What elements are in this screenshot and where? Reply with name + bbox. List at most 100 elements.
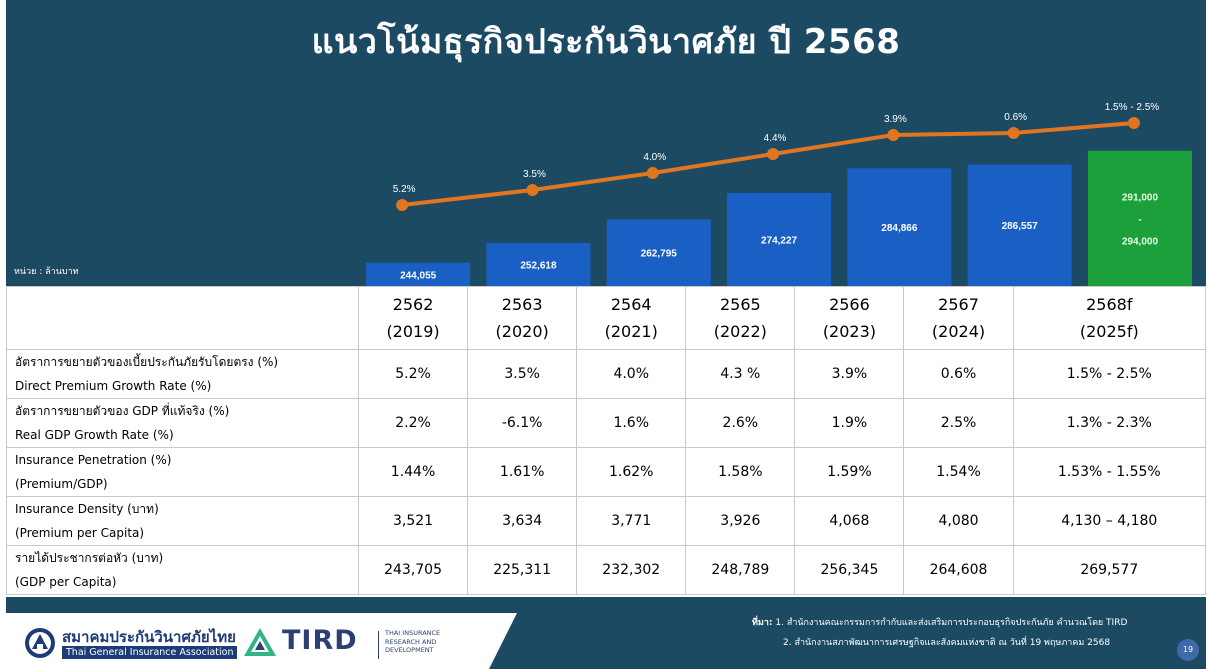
year-thai: 2562 xyxy=(392,295,434,314)
tird-name: TIRD xyxy=(282,625,358,656)
year-thai: 2566 xyxy=(829,295,870,314)
premium-chart: 244,055 252,618 262,795 274,227 284,866 286,5… xyxy=(366,102,1192,286)
row-label-thai: Insurance Density (บาท) xyxy=(15,502,159,516)
table-cell: 4.0% xyxy=(576,349,687,399)
table-row: อัตราการขยายตัวของเบี้ยประกันภัยรับโดยตร… xyxy=(6,349,1207,399)
year-ce: (2024) xyxy=(931,322,986,341)
table-cell: 1.9% xyxy=(794,398,905,448)
table-cell: 4,130 – 4,180 xyxy=(1012,496,1207,546)
row-label-english: Direct Premium Growth Rate (%) xyxy=(15,379,212,393)
source-note: ที่มา: 1. สำนักงานคณะกรรมการกำกับและส่งเ… xyxy=(752,613,1127,653)
bar-value-label: 244,055 xyxy=(400,270,437,281)
tgia-name: สมาคมประกันวินาศภัยไทย xyxy=(62,628,236,646)
table-corner-cell xyxy=(6,286,359,350)
row-label-english: Real GDP Growth Rate (%) xyxy=(15,428,174,442)
bar-value-label: 294,000 xyxy=(1122,236,1159,247)
table-cell: 232,302 xyxy=(576,545,687,595)
table-row: รายได้ประชากรต่อหัว (บาท) (GDP per Capita… xyxy=(6,545,1207,595)
year-ce: (2019) xyxy=(386,322,440,341)
bar xyxy=(967,164,1072,286)
bar xyxy=(606,219,711,286)
table-cell: 3,771 xyxy=(576,496,687,546)
tird-subtitle: THAI INSURANCE RESEARCH AND DEVELOPMENT xyxy=(385,629,440,655)
row-label: Insurance Density (บาท) (Premium per Capi… xyxy=(6,496,359,546)
tgia-emblem-icon xyxy=(25,628,55,658)
row-label: อัตราการขยายตัวของเบี้ยประกันภัยรับโดยตร… xyxy=(6,349,359,399)
bar xyxy=(366,262,471,286)
year-header: 2565 (2022) xyxy=(685,286,796,350)
growth-point xyxy=(396,199,409,211)
bar xyxy=(727,192,832,286)
bar xyxy=(1087,150,1192,286)
data-table: 2562 (2019) 2563 (2020) 2564 (2021) 2565 (20… xyxy=(6,286,1207,595)
logo-panel-edge xyxy=(489,613,517,669)
table-cell: 3.5% xyxy=(467,349,578,399)
table-cell: 269,577 xyxy=(1012,545,1207,595)
bar xyxy=(847,168,952,286)
bar-value-label: - xyxy=(1138,214,1141,225)
tird-sub-line: THAI INSURANCE xyxy=(385,629,441,637)
year-thai: 2563 xyxy=(501,295,543,314)
growth-label: 3.9% xyxy=(884,114,907,125)
tird-emblem-icon xyxy=(244,628,276,656)
tgia-english-name: Thai General Insurance Association xyxy=(62,646,238,659)
tird-sub-line: DEVELOPMENT xyxy=(385,646,434,654)
table-cell: 1.59% xyxy=(794,447,905,497)
year-thai: 2568f xyxy=(1086,295,1133,314)
row-label: รายได้ประชากรต่อหัว (บาท) (GDP per Capita… xyxy=(6,545,359,595)
table-cell: 1.61% xyxy=(467,447,578,497)
growth-point xyxy=(1127,117,1140,129)
year-thai: 2567 xyxy=(938,295,979,314)
year-header: 2562 (2019) xyxy=(357,286,469,350)
table-cell: 1.5% - 2.5% xyxy=(1012,349,1207,399)
table-cell: 256,345 xyxy=(794,545,905,595)
table-cell: 1.54% xyxy=(903,447,1014,497)
growth-point xyxy=(887,129,900,141)
table-cell: 3,926 xyxy=(685,496,796,546)
source-line-1: 1. สำนักงานคณะกรรมการกำกับและส่งเสริมการ… xyxy=(775,618,1128,628)
table-cell: 2.2% xyxy=(357,398,469,448)
row-label-thai: Insurance Penetration (%) xyxy=(15,453,172,467)
table-cell: 248,789 xyxy=(685,545,796,595)
table-row: อัตราการขยายตัวของ GDP ที่แท้จริง (%) Rea… xyxy=(6,398,1207,448)
year-ce: (2021) xyxy=(604,322,658,341)
growth-point xyxy=(767,148,780,160)
source-label: ที่มา: xyxy=(752,618,773,628)
year-ce: (2025f) xyxy=(1079,322,1139,341)
table-cell: 2.6% xyxy=(685,398,796,448)
page-number: 19 xyxy=(1177,639,1199,661)
table-cell: 3.9% xyxy=(794,349,905,399)
year-header: 2567 (2024) xyxy=(903,286,1014,350)
row-label-english: (Premium/GDP) xyxy=(15,477,108,491)
growth-label: 1.5% - 2.5% xyxy=(1105,102,1160,113)
bar-value-label: 291,000 xyxy=(1122,192,1159,203)
table-cell: 1.44% xyxy=(357,447,469,497)
year-header: 2564 (2021) xyxy=(576,286,687,350)
year-header: 2568f (2025f) xyxy=(1012,286,1207,350)
table-cell: 4.3 % xyxy=(685,349,796,399)
source-line-2: 2. สำนักงานสภาพัฒนาการเศรษฐกิจและสังคมแห… xyxy=(783,638,1111,648)
table-cell: 264,608 xyxy=(903,545,1014,595)
growth-label: 4.4% xyxy=(764,133,787,144)
table-cell: 2.5% xyxy=(903,398,1014,448)
year-ce: (2020) xyxy=(495,322,549,341)
table-row: Insurance Density (บาท) (Premium per Capi… xyxy=(6,496,1207,546)
table-row: Insurance Penetration (%) (Premium/GDP) 1… xyxy=(6,447,1207,497)
row-label-thai: อัตราการขยายตัวของเบี้ยประกันภัยรับโดยตร… xyxy=(15,355,279,369)
growth-point xyxy=(1007,127,1020,139)
slide-title: แนวโน้มธุรกิจประกันวินาศภัย ปี 2568 xyxy=(311,22,901,62)
logo-panel: สมาคมประกันวินาศภัยไทย Thai General Insu… xyxy=(6,613,517,669)
table-cell: 1.58% xyxy=(685,447,796,497)
table-cell: -6.1% xyxy=(467,398,578,448)
unit-label: หน่วย : ล้านบาท xyxy=(14,267,79,277)
table-cell: 225,311 xyxy=(467,545,578,595)
table-cell: 1.62% xyxy=(576,447,687,497)
row-label-english: (GDP per Capita) xyxy=(15,575,117,589)
table-cell: 5.2% xyxy=(357,349,469,399)
row-label-thai: อัตราการขยายตัวของ GDP ที่แท้จริง (%) xyxy=(15,404,230,418)
row-label-english: (Premium per Capita) xyxy=(15,526,145,540)
table-cell: 243,705 xyxy=(357,545,469,595)
bar-value-label: 262,795 xyxy=(641,249,678,260)
table-cell: 1.53% - 1.55% xyxy=(1012,447,1207,497)
